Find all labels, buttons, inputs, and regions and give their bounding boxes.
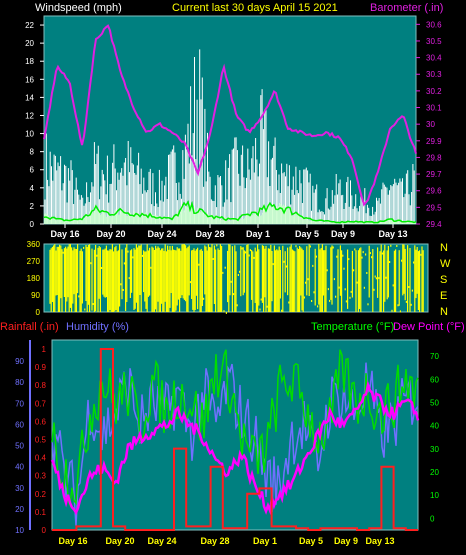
- wind-direction-chart: 0 90 180 270 360: [27, 240, 429, 317]
- rain-axis-title: Rainfall (.in): [0, 321, 59, 333]
- wind-y-tick: 0: [30, 220, 35, 229]
- compass-e: E: [440, 290, 447, 302]
- humidity-axis-title: Humidity (%): [66, 321, 129, 333]
- wind-y-tick: 14: [25, 93, 34, 102]
- wind-y-tick: 2: [30, 202, 35, 211]
- temp-y-tick: 70: [430, 352, 439, 361]
- wind-x-tick: Day 20: [96, 229, 125, 239]
- rain-x-tick: Day 13: [365, 536, 394, 546]
- wind-y-tick: 20: [25, 39, 34, 48]
- baro-y-tick: 30: [426, 120, 435, 129]
- wind-y-tick: 4: [30, 184, 35, 193]
- wind-x-tick: Day 5: [295, 229, 319, 239]
- temp-y-tick: 30: [430, 445, 439, 454]
- wind-y-tick: 16: [25, 75, 34, 84]
- compass-s: S: [440, 274, 447, 286]
- wind-y-tick: 12: [25, 111, 34, 120]
- rain-y-tick: 0.5: [35, 436, 47, 445]
- wind-x-tick: Day 1: [246, 229, 270, 239]
- rain-x-tick: Day 9: [334, 536, 358, 546]
- baro-y-tick: 30.2: [426, 87, 442, 96]
- baro-y-tick: 30.6: [426, 20, 442, 29]
- rain-y-tick: 0.6: [35, 417, 47, 426]
- rain-y-tick: 0.1: [35, 508, 47, 517]
- rain-y-tick: 0.9: [35, 363, 47, 372]
- humidity-y-tick: 30: [15, 484, 24, 493]
- wind-y-tick: 6: [30, 166, 35, 175]
- rain-x-tick: Day 20: [105, 536, 134, 546]
- rain-y-tick: 0.4: [35, 454, 47, 463]
- wind-x-tick: Day 28: [195, 229, 224, 239]
- humidity-y-tick: 20: [15, 505, 24, 514]
- temp-axis-title: Temperature (°F): [311, 321, 394, 333]
- wind-y-tick: 8: [30, 148, 35, 157]
- winddir-y-tick: 180: [27, 274, 41, 283]
- rain-y-tick: 0.7: [35, 399, 47, 408]
- rain-humidity-temp-chart: 10203040506070809000.10.20.30.40.50.60.7…: [15, 339, 439, 546]
- chart-title: Current last 30 days April 15 2021: [172, 2, 338, 14]
- temp-y-tick: 50: [430, 399, 439, 408]
- dew-axis-title: Dew Point (°F): [393, 321, 465, 333]
- humidity-y-tick: 50: [15, 442, 24, 451]
- baro-y-tick: 30.3: [426, 70, 442, 79]
- baro-y-tick: 30.4: [426, 54, 442, 63]
- rain-y-tick: 1: [42, 345, 47, 354]
- baro-y-tick: 29.7: [426, 170, 442, 179]
- rain-x-tick: Day 28: [200, 536, 229, 546]
- rain-x-tick: Day 24: [147, 536, 176, 546]
- humidity-y-tick: 70: [15, 399, 24, 408]
- winddir-y-tick: 90: [31, 291, 40, 300]
- temp-y-tick: 60: [430, 375, 439, 384]
- compass-n-top: N: [440, 242, 448, 254]
- baro-y-tick: 29.9: [426, 137, 442, 146]
- humidity-y-tick: 10: [15, 526, 24, 535]
- humidity-y-tick: 60: [15, 420, 24, 429]
- humidity-y-tick: 90: [15, 357, 24, 366]
- winddir-y-tick: 270: [27, 257, 41, 266]
- wind-x-tick: Day 13: [378, 229, 407, 239]
- rain-y-tick: 0: [42, 526, 47, 535]
- humidity-y-tick: 40: [15, 463, 24, 472]
- baro-y-tick: 29.6: [426, 187, 442, 196]
- avg-wind-line: [43, 200, 417, 224]
- rain-x-tick: Day 1: [253, 536, 277, 546]
- baro-y-tick: 30.1: [426, 104, 442, 113]
- winddir-y-tick: 0: [36, 308, 41, 317]
- baro-y-tick: 30.5: [426, 37, 442, 46]
- wind-x-tick: Day 16: [50, 229, 79, 239]
- baro-y-tick: 29.4: [426, 220, 442, 229]
- wind-axis-title: Windspeed (mph): [35, 2, 122, 14]
- wind-y-tick: 18: [25, 57, 34, 66]
- wind-y-tick: 10: [25, 130, 34, 139]
- temp-y-tick: 20: [430, 468, 439, 477]
- rain-y-tick: 0.2: [35, 490, 47, 499]
- winddir-y-tick: 360: [27, 240, 41, 249]
- wind-y-tick: 22: [25, 21, 34, 30]
- wind-baro-chart: 0 2 4 6 8 10 12 14 16 18 20 22 29.4 29.5 29.6 29.7 29.8 2…: [25, 15, 442, 239]
- compass-w: W: [440, 258, 451, 270]
- barometer-line: [43, 24, 417, 207]
- rain-x-tick: Day 5: [299, 536, 323, 546]
- baro-axis-title: Barometer (.in): [370, 2, 443, 14]
- rain-y-tick: 0.8: [35, 381, 47, 390]
- rain-y-tick: 0.3: [35, 472, 47, 481]
- rainfall-line: [52, 348, 418, 531]
- temp-y-tick: 0: [430, 514, 435, 523]
- wind-x-tick: Day 24: [147, 229, 176, 239]
- humidity-y-tick: 80: [15, 378, 24, 387]
- rain-x-tick: Day 16: [58, 536, 87, 546]
- compass-n-bottom: N: [440, 306, 448, 318]
- baro-y-tick: 29.8: [426, 153, 442, 162]
- temp-y-tick: 40: [430, 422, 439, 431]
- temp-y-tick: 10: [430, 491, 439, 500]
- baro-y-tick: 29.5: [426, 203, 442, 212]
- wind-x-tick: Day 9: [331, 229, 355, 239]
- gust-area: [44, 202, 416, 224]
